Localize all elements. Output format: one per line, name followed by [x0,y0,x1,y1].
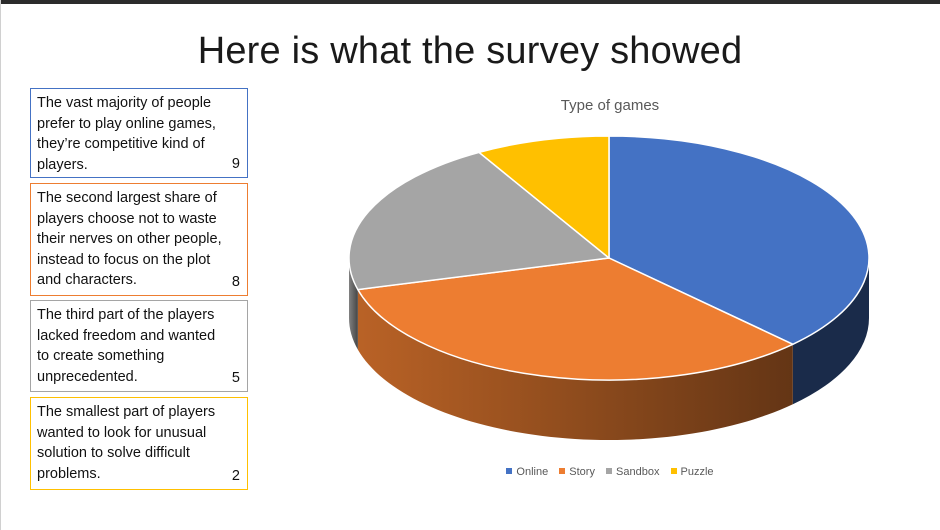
legend-item-sandbox: Sandbox [606,466,659,478]
legend-swatch-puzzle [670,468,677,474]
note-online-value: 9 [231,155,240,172]
legend-swatch-sandbox [606,468,613,474]
note-story[interactable]: The second largest share of players choo… [30,183,248,296]
legend-label-puzzle: Puzzle [680,466,714,478]
slide-left-edge [0,0,1,530]
note-story-text: The second largest share of players choo… [37,190,222,288]
legend-item-story: Story [559,466,595,478]
note-online[interactable]: The vast majority of people prefer to pl… [30,88,248,178]
pie-wall-story [357,289,793,440]
pie-slice-sandbox[interactable] [348,151,610,291]
legend-label-sandbox: Sandbox [616,466,660,478]
window-top-bar [0,0,940,4]
pie-slice-online[interactable] [608,135,870,346]
legend-swatch-online [506,468,513,474]
legend-item-online: Online [506,466,548,478]
chart-title: Type of games [560,97,660,114]
note-puzzle-value: 2 [231,467,240,484]
note-puzzle-text: The smallest part of players wanted to l… [37,404,216,482]
note-story-value: 8 [231,273,240,290]
legend-swatch-story [559,468,566,474]
legend-label-story: Story [569,466,595,478]
legend-item-puzzle: Puzzle [670,466,714,478]
legend-label-online: Online [516,466,549,478]
note-online-text: The vast majority of people prefer to pl… [37,95,216,173]
note-sandbox-text: The third part of the players lacked fre… [37,307,216,385]
pie-slice-story[interactable] [357,257,794,381]
pie-wall-online [792,258,869,405]
pie-wall-sandbox [349,258,358,350]
chart-legend: Online Story Sandbox Puzzle [420,466,800,478]
note-puzzle[interactable]: The smallest part of players wanted to l… [30,397,248,490]
pie-slice-puzzle[interactable] [478,135,610,259]
slide-title: Here is what the survey showed [197,30,743,72]
note-sandbox-value: 5 [231,369,240,386]
note-sandbox[interactable]: The third part of the players lacked fre… [30,300,248,392]
